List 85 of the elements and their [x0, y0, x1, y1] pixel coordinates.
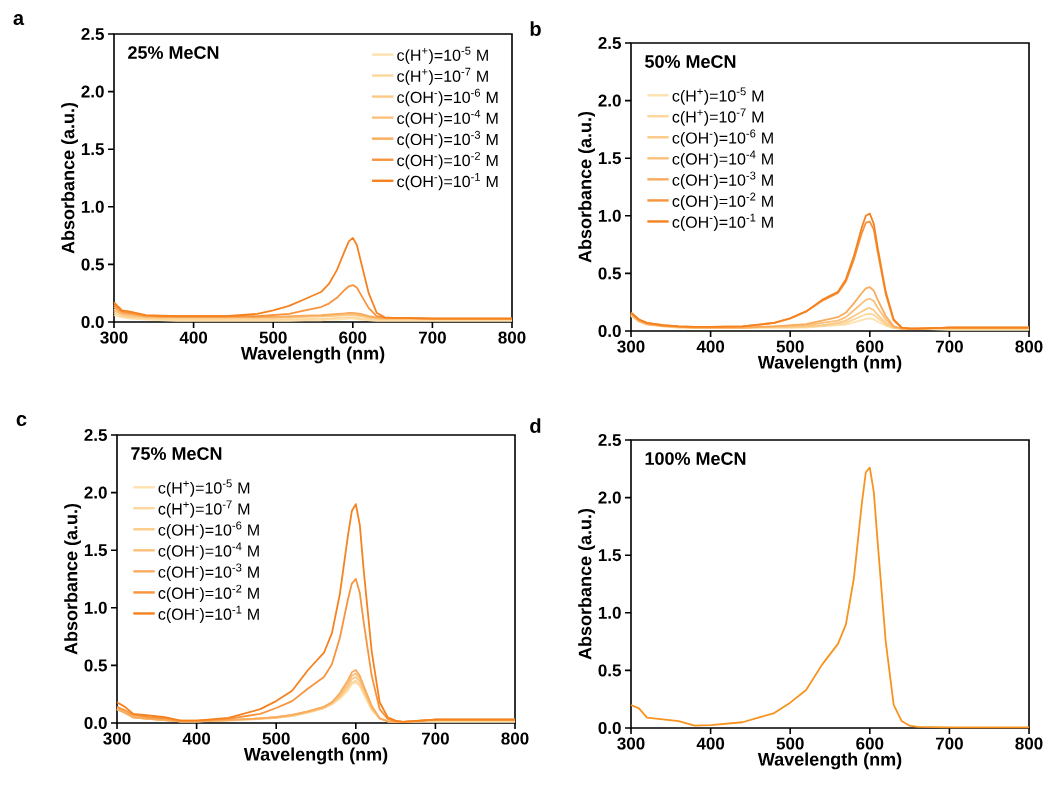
y-tick-label: 0.5 — [598, 664, 622, 677]
legend-label: c(OH$^{-}$)=10$^{-2}$ M — [672, 192, 773, 211]
y-tick-label: 2.5 — [598, 433, 622, 447]
y-tick-label: 2.5 — [84, 428, 107, 442]
x-tick-label: 400 — [182, 732, 211, 745]
y-tick-label: 0.5 — [81, 258, 104, 271]
y-tick-label: 0.0 — [84, 716, 107, 730]
legend-label: c(OH$^{-}$)=10$^{-1}$ M — [158, 605, 259, 624]
text: 50% MeCN — [645, 55, 736, 68]
y-tick-label: 2.0 — [598, 94, 621, 107]
text: 100% MeCN — [645, 452, 746, 465]
x-axis-title: Wavelength (nm) — [757, 355, 902, 373]
x-tick-label: 700 — [421, 732, 449, 745]
text: 75% MeCN — [131, 447, 222, 460]
y-tick-label: 2.0 — [81, 85, 104, 98]
legend-label: c(H$^{+}$)=10$^{-5}$ M — [672, 87, 764, 105]
legend-label: c(OH$^{-}$)=10$^{-2}$ M — [158, 584, 259, 603]
legend-label: c(OH$^{-}$)=10$^{-3}$ M — [672, 171, 773, 189]
y-tick-label: 1.5 — [598, 549, 622, 562]
x-tick-label: 400 — [696, 737, 725, 750]
x-tick-label: 400 — [179, 331, 208, 344]
y-tick-label: 1.0 — [84, 601, 107, 614]
x-tick-label: 800 — [1015, 737, 1043, 750]
legend-label: c(OH$^{-}$)=10$^{-2}$ M — [397, 151, 498, 170]
x-tick-label: 800 — [498, 331, 526, 344]
legend-label: c(OH$^{-}$)=10$^{-4}$ M — [397, 109, 498, 128]
y-tick-label: 2.0 — [84, 486, 107, 499]
legend-label: c(OH$^{-}$)=10$^{-3}$ M — [158, 563, 259, 581]
y-tick-label: 2.0 — [598, 491, 621, 504]
y-tick-label: 1.5 — [81, 143, 104, 156]
x-tick-label: 700 — [935, 737, 963, 750]
x-tick-label: 500 — [262, 732, 290, 745]
y-tick-label: 0.5 — [598, 267, 622, 280]
text: 25% MeCN — [128, 46, 219, 59]
x-tick-label: 500 — [776, 737, 804, 750]
x-tick-label: 700 — [418, 331, 446, 344]
x-tick-label: 300 — [617, 737, 645, 750]
x-tick-label: 600 — [856, 737, 884, 750]
text: d — [530, 418, 541, 433]
legend-label: c(OH$^{-}$)=10$^{-4}$ M — [158, 542, 259, 560]
x-tick-label: 600 — [339, 331, 367, 344]
x-axis-title: Wavelength (nm) — [240, 346, 385, 364]
legend-label: c(H$^{+}$)=10$^{-5}$ M — [158, 479, 250, 497]
y-axis-title: Absorbance (a.u.) — [578, 111, 595, 263]
x-axis-title: Wavelength (nm) — [243, 747, 388, 765]
y-tick-label: 1.5 — [84, 544, 107, 557]
y-tick-label: 1.0 — [81, 200, 104, 213]
x-tick-label: 700 — [935, 340, 963, 353]
y-tick-label: 0.0 — [81, 315, 104, 329]
y-tick-label: 1.5 — [598, 152, 622, 165]
x-tick-label: 300 — [617, 340, 645, 353]
y-axis-title: Absorbance (a.u.) — [64, 503, 81, 655]
x-axis-title: Wavelength (nm) — [757, 752, 902, 770]
y-tick-label: 0.0 — [598, 721, 621, 735]
x-tick-label: 300 — [100, 331, 128, 344]
y-axis-title: Absorbance (a.u.) — [578, 508, 595, 660]
legend-label: c(OH$^{-}$)=10$^{-6}$ M — [672, 129, 773, 147]
legend-label: c(OH$^{-}$)=10$^{-6}$ M — [397, 88, 498, 107]
x-tick-label: 500 — [259, 331, 287, 344]
x-tick-label: 400 — [696, 340, 725, 353]
legend-label: c(OH$^{-}$)=10$^{-4}$ M — [672, 150, 773, 168]
legend-label: c(H$^{+}$)=10$^{-7}$ M — [158, 500, 250, 518]
x-tick-label: 800 — [501, 732, 529, 745]
x-tick-label: 600 — [856, 340, 884, 353]
legend-label: c(H$^{+}$)=10$^{-7}$ M — [397, 67, 488, 86]
text: a — [13, 14, 25, 26]
x-tick-label: 500 — [776, 340, 804, 353]
legend-label: c(OH$^{-}$)=10$^{-6}$ M — [158, 521, 259, 539]
x-tick-label: 600 — [342, 732, 370, 745]
legend-label: c(OH$^{-}$)=10$^{-3}$ M — [397, 130, 498, 149]
y-tick-label: 1.0 — [598, 606, 621, 619]
y-tick-label: 1.0 — [598, 209, 621, 222]
y-tick-label: 2.5 — [598, 36, 622, 50]
x-tick-label: 800 — [1015, 340, 1043, 353]
legend-label: c(H$^{+}$)=10$^{-7}$ M — [672, 108, 764, 126]
legend-label: c(OH$^{-}$)=10$^{-1}$ M — [397, 173, 498, 191]
y-tick-label: 2.5 — [81, 27, 104, 41]
text: c — [16, 415, 27, 427]
y-tick-label: 0.5 — [84, 659, 107, 672]
text: b — [530, 21, 541, 36]
x-tick-label: 300 — [103, 732, 131, 745]
y-axis-title: Absorbance (a.u.) — [61, 102, 78, 254]
legend-label: c(H$^{+}$)=10$^{-5}$ M — [397, 46, 488, 65]
legend-label: c(OH$^{-}$)=10$^{-1}$ M — [672, 213, 773, 231]
y-tick-label: 0.0 — [598, 324, 621, 338]
